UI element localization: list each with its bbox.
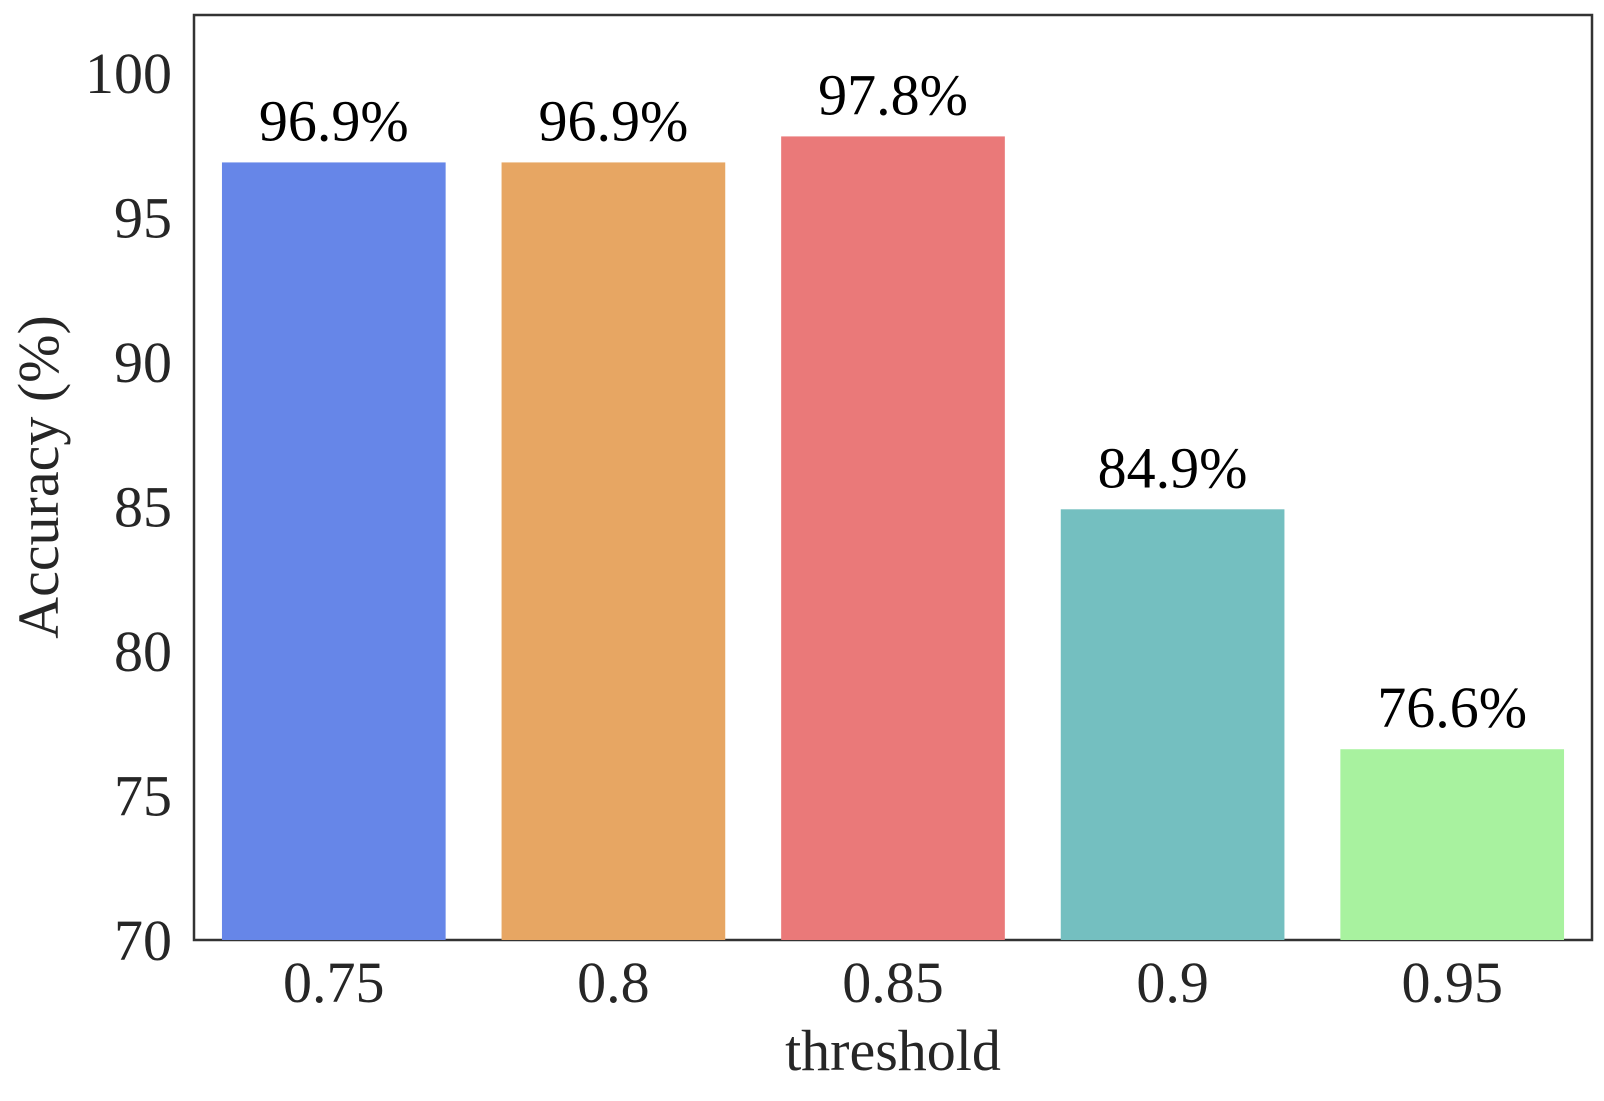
y-tick-label-100: 100 bbox=[85, 41, 172, 106]
y-tick-label-80: 80 bbox=[114, 619, 172, 684]
bar-0.8 bbox=[501, 162, 726, 940]
x-tick-label-0.9: 0.9 bbox=[1136, 950, 1209, 1015]
y-tick-label-70: 70 bbox=[114, 908, 172, 973]
y-axis-label: Accuracy (%) bbox=[6, 315, 71, 639]
x-axis-label: threshold bbox=[785, 1018, 1001, 1083]
y-axis: 70 75 80 85 90 95 100 bbox=[85, 41, 172, 973]
bar-value-label-0.95: 76.6% bbox=[1377, 675, 1527, 740]
bars-layer bbox=[221, 136, 1565, 940]
bar-value-label-0.85: 97.8% bbox=[818, 62, 968, 127]
y-tick-label-95: 95 bbox=[114, 185, 172, 250]
y-tick-label-85: 85 bbox=[114, 474, 172, 539]
bar-labels-layer: 96.9% 96.9% 97.8% 84.9% 76.6% bbox=[259, 62, 1527, 740]
x-tick-label-0.95: 0.95 bbox=[1401, 950, 1503, 1015]
bar-0.95 bbox=[1340, 749, 1565, 940]
bar-value-label-0.9: 84.9% bbox=[1098, 435, 1248, 500]
x-tick-label-0.85: 0.85 bbox=[842, 950, 944, 1015]
bar-value-label-0.75: 96.9% bbox=[259, 88, 409, 153]
x-tick-label-0.8: 0.8 bbox=[577, 950, 650, 1015]
bar-0.75 bbox=[221, 162, 446, 940]
y-tick-label-90: 90 bbox=[114, 330, 172, 395]
bar-0.85 bbox=[781, 136, 1005, 940]
bar-value-label-0.8: 96.9% bbox=[538, 88, 688, 153]
x-tick-label-0.75: 0.75 bbox=[283, 950, 385, 1015]
x-axis: 0.75 0.8 0.85 0.9 0.95 bbox=[283, 950, 1503, 1015]
bar-0.9 bbox=[1060, 509, 1285, 940]
y-tick-label-75: 75 bbox=[114, 763, 172, 828]
